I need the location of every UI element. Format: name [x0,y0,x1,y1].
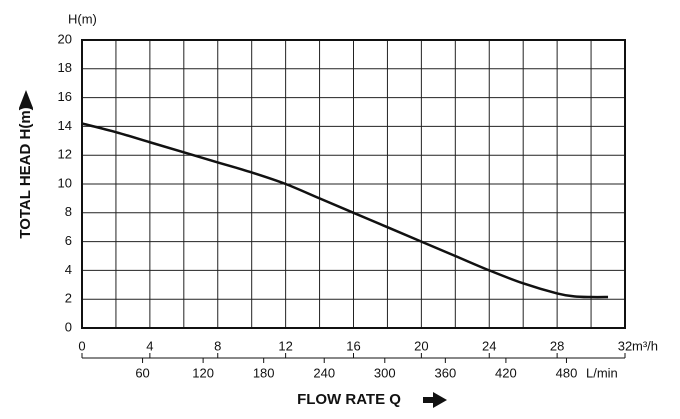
y-tick-label: 10 [58,175,72,190]
y-tick-label: 2 [65,291,72,306]
y-tick-label: 18 [58,60,72,75]
x-tick-label: 8 [214,338,221,353]
y-tick-label: 16 [58,89,72,104]
y-tick-label: 4 [65,262,72,277]
x2-unit-label: L/min [586,365,618,380]
x2-tick-label: 480 [556,365,578,380]
x-tick-label: 0 [78,338,85,353]
x2-tick-label: 300 [374,365,396,380]
pump-curve [81,122,609,299]
x2-tick-label: 240 [313,365,335,380]
x-tick-label: 20 [414,338,428,353]
y-tick-label: 14 [58,118,72,133]
x-tick-label: 32 [618,338,632,353]
x2-tick-label: 420 [495,365,517,380]
y-axis-title: TOTAL HEAD H(m) [17,105,34,238]
x2-tick-label: 60 [135,365,149,380]
x-tick-label: 24 [482,338,496,353]
x2-tick-label: 360 [434,365,456,380]
y-tick-label: 0 [65,319,72,334]
y-tick-label: 6 [65,233,72,248]
y-tick-label: 12 [58,147,72,162]
x-tick-label: 12 [278,338,292,353]
x2-tick-label: 180 [253,365,275,380]
y-unit-label: H(m) [68,11,97,26]
x-axis-title: FLOW RATE Q [297,391,401,408]
y-tick-label: 20 [58,31,72,46]
x-tick-label: 28 [550,338,564,353]
y-arrow [19,90,33,108]
plot-frame [81,39,626,329]
x2-tick-label: 120 [192,365,214,380]
x-arrow [423,392,447,408]
y-tick-label: 8 [65,204,72,219]
x-unit-label: m³/h [632,338,658,353]
x-tick-label: 16 [346,338,360,353]
x-tick-label: 4 [146,338,153,353]
